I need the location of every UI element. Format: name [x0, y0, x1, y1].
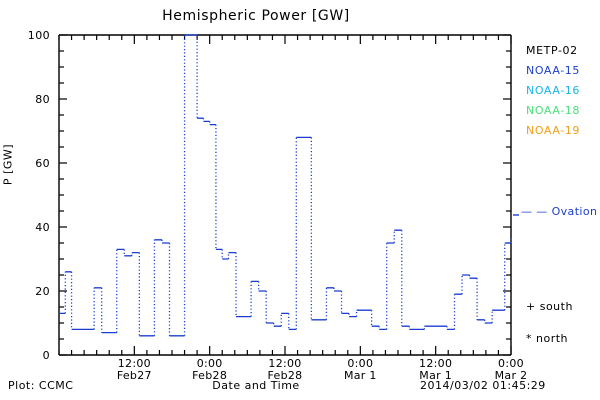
series-vertical-NOAA-15	[64, 35, 512, 336]
marker-legend-north: * north	[526, 332, 568, 345]
x-tick-date: Feb28	[267, 369, 303, 382]
y-tick-label: 80	[35, 93, 50, 106]
x-tick-label: 0:00 Mar 2	[481, 358, 541, 382]
y-tick-label: 40	[35, 221, 50, 234]
x-tick-date: Mar 1	[343, 369, 377, 382]
marker-legend-south: + south	[526, 300, 573, 313]
x-tick-time: 12:00	[117, 357, 151, 370]
y-tick-label: 100	[28, 29, 50, 42]
x-tick-label: 0:00 Mar 1	[330, 358, 390, 382]
legend-item-metp-02[interactable]: METP-02	[526, 44, 578, 57]
y-tick-label: 20	[35, 285, 50, 298]
x-tick-label: 12:00 Feb28	[255, 358, 315, 382]
north-marker-icon: *	[526, 332, 532, 345]
series-step-NOAA-15	[59, 34, 511, 337]
y-tick-label: 60	[35, 157, 50, 170]
ovation-legend-line1: — — Ovation	[521, 205, 598, 218]
legend-item-noaa-18[interactable]: NOAA-18	[526, 104, 580, 117]
x-tick-time: 0:00	[196, 357, 223, 370]
x-tick-time: 12:00	[268, 357, 302, 370]
timestamp: 2014/03/02 01:45:29	[420, 379, 546, 392]
plot-credit: Plot: CCMC	[8, 379, 74, 392]
page-title: Hemispheric Power [GW]	[162, 8, 350, 24]
legend-item-noaa-16[interactable]: NOAA-16	[526, 84, 580, 97]
y-tick-label: 0	[43, 349, 50, 362]
south-marker-label: south	[535, 300, 573, 313]
x-tick-label: 12:00 Mar 1	[406, 358, 466, 382]
x-tick-date: Mar 2	[494, 369, 528, 382]
y-axis-ticks: 0 20 40 60 80 100	[28, 29, 511, 362]
legend-item-noaa-19[interactable]: NOAA-19	[526, 124, 580, 137]
x-tick-date: Feb28	[192, 369, 228, 382]
data-series-group	[59, 34, 512, 337]
north-marker-label: north	[532, 332, 569, 345]
plot-frame	[58, 34, 512, 356]
x-tick-time: 0:00	[347, 357, 374, 370]
x-tick-time: 12:00	[419, 357, 453, 370]
ovation-legend-entry: — — Ovation Prime HPI	[521, 206, 600, 218]
x-axis-title: Date and Time	[212, 379, 300, 392]
x-tick-label: 0:00 Feb28	[180, 358, 240, 382]
x-tick-date: Mar 1	[419, 369, 453, 382]
south-marker-icon: +	[526, 300, 536, 313]
x-tick-label: 12:00 Feb27	[104, 358, 164, 382]
x-tick-date: Feb27	[116, 369, 152, 382]
x-axis-ticks	[58, 35, 512, 355]
legend-item-noaa-15[interactable]: NOAA-15	[526, 64, 580, 77]
x-tick-time: 0:00	[498, 357, 524, 370]
